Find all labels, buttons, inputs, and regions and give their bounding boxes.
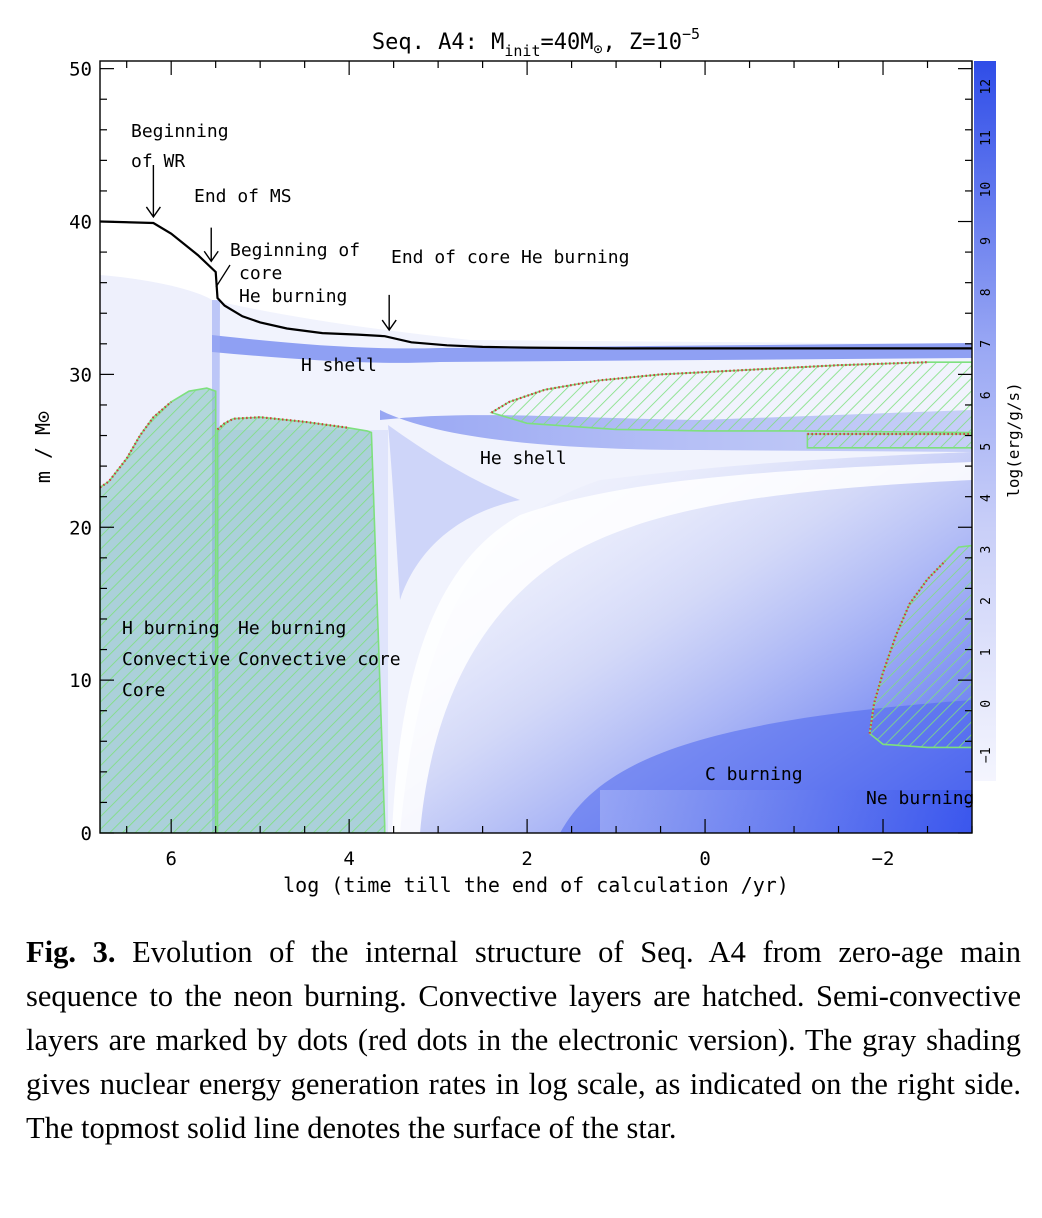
colorbar-tick-label: 12 [979,79,994,95]
colorbar-label: log(erg/g/s) [1004,382,1023,498]
colorbar-tick-label: −1 [979,747,994,763]
caption-label: Fig. 3. [26,935,116,969]
x-tick-label: 4 [343,848,354,870]
svg-text:End of MS: End of MS [194,186,292,207]
svg-text:H burning: H burning [122,618,220,639]
svg-text:Beginning of: Beginning of [230,240,360,261]
svg-text:Core: Core [122,680,165,701]
svg-text:Convective: Convective [122,649,230,670]
convective-region [100,387,217,833]
y-tick-label: 40 [69,212,92,234]
svg-text:Convective core: Convective core [238,649,401,670]
y-tick-label: 10 [69,670,92,692]
svg-text:He burning: He burning [238,618,346,639]
annotation-end-core-he: End of core He burning [381,247,629,332]
x-axis-label: log (time till the end of calculation /y… [283,873,789,897]
convective-regions [100,361,972,833]
y-axis: 0 10 20 30 40 50 [69,59,972,845]
x-axis: 6 4 2 0 −2 [126,61,973,870]
y-tick-label: 30 [69,364,92,386]
colorbar-tick-label: 11 [979,130,994,146]
chart-title: Seq. A4: Minit=40M⊙, Z=10−5 [372,25,700,60]
colorbar-tick-label: 10 [979,182,994,198]
y-tick-label: 50 [69,59,92,81]
y-tick-label: 0 [81,823,92,845]
colorbar-tick-label: 6 [979,391,994,399]
label-h-burning-core: H burning Convective Core [122,618,230,701]
evolution-chart: Seq. A4: Minit=40M⊙, Z=10−5 6 4 2 0 −2 01020… [31,25,1023,897]
colorbar-tick-label: 2 [979,597,994,605]
svg-text:core: core [239,263,282,284]
colorbar-tick-label: 3 [979,546,994,554]
svg-text:of WR: of WR [131,151,185,172]
label-h-shell: H shell [301,355,377,376]
svg-text:He burning: He burning [239,286,347,307]
x-tick-label: −2 [872,848,895,870]
colorbar-tick-label: 5 [979,443,994,451]
y-tick-label: 20 [69,517,92,539]
colorbar-tick-label: 1 [979,648,994,656]
semiconvective-boundary [216,416,350,431]
label-he-shell: He shell [480,448,567,469]
colorbar-tick-label: 0 [979,700,994,708]
y-axis-label: m / M⊙ [31,411,55,483]
svg-text:End of core He burning: End of core He burning [391,247,629,268]
x-tick-label: 0 [699,848,710,870]
annotation-beginning-core-he: Beginning of core He burning [215,240,360,307]
annotation-end-ms: End of MS [194,186,292,263]
plot-frame [99,60,973,834]
x-tick-label: 6 [165,848,176,870]
colorbar-tick-label: 8 [979,288,994,296]
semiconvective-boundary [100,401,172,489]
label-ne-burning: Ne burning [866,788,974,809]
colorbar-tick-label: 9 [979,237,994,245]
convective-region [806,433,972,449]
convective-region [216,416,386,833]
annotation-beginning-wr: Beginning of WR [131,121,229,219]
label-c-burning: C burning [705,764,803,785]
x-tick-label: 2 [521,848,532,870]
stellar-surface-line [100,220,972,350]
colorbar [974,61,996,781]
colorbar-tick-label: 7 [979,340,994,348]
colorbar-tick-label: 4 [979,494,994,502]
label-he-burning-core: He burning Convective core [238,618,401,670]
svg-text:Beginning: Beginning [131,121,229,142]
figure-caption: Fig. 3. Evolution of the internal struct… [26,930,1021,1150]
caption-text: Evolution of the internal structure of S… [26,935,1021,1145]
